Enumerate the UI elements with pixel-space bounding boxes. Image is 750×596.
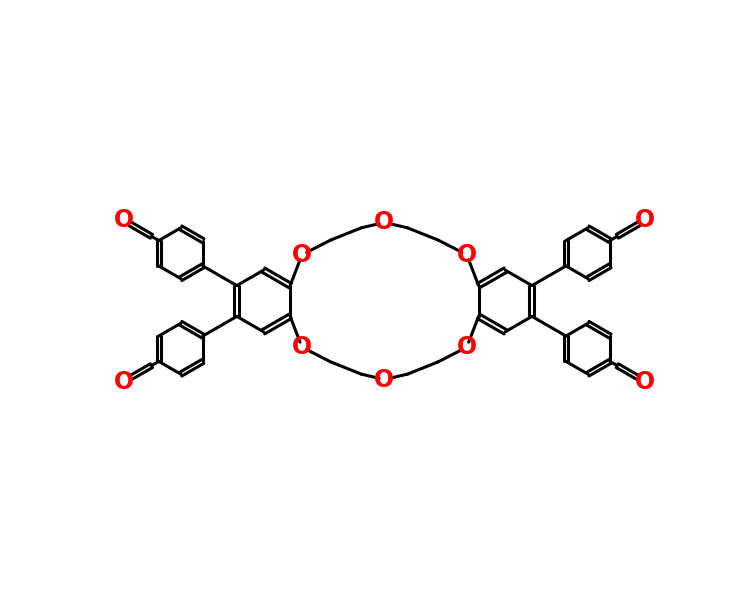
Text: O: O [635,208,656,232]
Text: O: O [374,210,394,234]
Text: O: O [635,370,656,394]
Text: O: O [113,370,134,394]
Text: O: O [457,335,477,359]
Text: O: O [457,243,477,267]
Text: O: O [113,208,134,232]
Text: O: O [292,335,312,359]
Text: O: O [292,243,312,267]
Text: O: O [374,368,394,392]
